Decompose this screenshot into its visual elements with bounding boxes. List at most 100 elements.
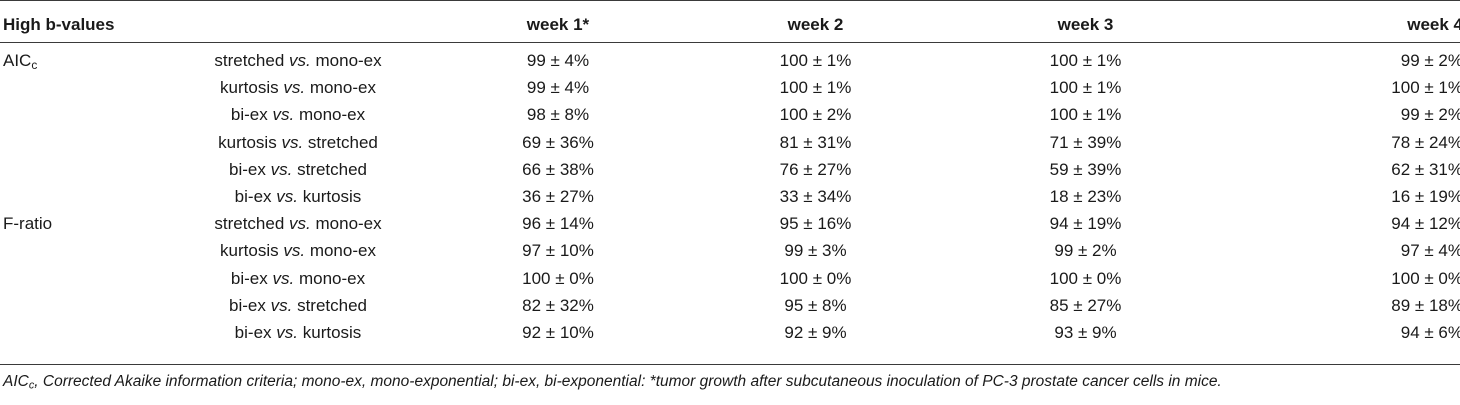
comparison-right: kurtosis: [302, 186, 362, 206]
footnote-text: , Corrected Akaike information criteria;…: [34, 373, 1222, 390]
comparison-vs: vs.: [270, 295, 293, 315]
week-2-value: 33 ± 34%: [779, 186, 852, 206]
comparison-left: stretched: [214, 214, 285, 234]
row-comparison: kurtosis vs. mono-ex: [163, 77, 433, 104]
week-4-value: 16 ± 19%: [1391, 186, 1460, 206]
comparison-right: stretched: [297, 295, 367, 315]
header-week-3: week 3: [1057, 15, 1114, 34]
week-4-value: 94 ± 6%: [1400, 322, 1460, 342]
table-row: bi-ex vs. stretched 66 ± 38% 76 ± 27% 59 ± …: [0, 159, 1460, 186]
row-group-label: [0, 295, 163, 322]
week-1-value: 69 ± 36%: [522, 132, 594, 152]
comparison-left: bi-ex: [234, 322, 272, 342]
table-row: bi-ex vs. mono-ex 100 ± 0% 100 ± 0% 100 ± 0…: [0, 268, 1460, 295]
table-bottom-rule: [0, 364, 1460, 365]
group-label-subscript: c: [31, 57, 38, 72]
comparison-right: mono-ex: [298, 268, 366, 288]
week-2-value: 100 ± 1%: [779, 78, 852, 98]
week-4-value: 62 ± 31%: [1391, 159, 1460, 179]
week-3-value: 59 ± 39%: [1049, 159, 1122, 179]
comparison-right: kurtosis: [302, 322, 362, 342]
table-row: bi-ex vs. mono-ex 98 ± 8% 100 ± 2% 100 ± 1%…: [0, 104, 1460, 131]
row-comparison: bi-ex vs. kurtosis: [163, 186, 433, 213]
header-week-4: week 4: [1407, 15, 1460, 34]
week-1-value: 96 ± 14%: [522, 214, 594, 234]
header-label: High b-values: [3, 15, 115, 34]
table-row: F-ratio stretched vs. mono-ex 96 ± 14% 95 ±…: [0, 213, 1460, 240]
table-row: kurtosis vs. mono-ex 97 ± 10% 99 ± 3% 99 ± …: [0, 240, 1460, 267]
results-table: High b-values week 1* week 2 week 3 week…: [0, 7, 1460, 349]
week-1-value: 99 ± 4%: [526, 78, 590, 98]
comparison-vs: vs.: [289, 51, 311, 70]
table-row: bi-ex vs. kurtosis 92 ± 10% 92 ± 9% 93 ± 9%…: [0, 322, 1460, 349]
comparison-left: kurtosis: [220, 241, 279, 261]
week-3-value: 100 ± 0%: [1049, 268, 1122, 288]
comparison-left: bi-ex: [230, 268, 268, 288]
comparison-left: bi-ex: [229, 159, 266, 179]
week-2-value: 92 ± 9%: [784, 322, 847, 342]
table-row: bi-ex vs. kurtosis 36 ± 27% 33 ± 34% 18 ± 2…: [0, 186, 1460, 213]
row-group-label: [0, 132, 163, 159]
week-1-value: 92 ± 10%: [522, 322, 594, 342]
comparison-right: mono-ex: [315, 51, 382, 70]
comparison-left: bi-ex: [230, 105, 268, 125]
comparison-left: kurtosis: [220, 78, 279, 98]
row-comparison: stretched vs. mono-ex: [163, 213, 433, 240]
week-3-value: 99 ± 2%: [1054, 241, 1117, 261]
footnote-abbr-subscript: c: [28, 379, 35, 392]
row-group-label: [0, 322, 163, 349]
week-3-value: 85 ± 27%: [1049, 295, 1122, 315]
comparison-left: stretched: [214, 51, 285, 70]
comparison-right: stretched: [307, 132, 378, 152]
week-2-value: 100 ± 0%: [779, 268, 852, 288]
week-1-value: 97 ± 10%: [522, 241, 594, 261]
comparison-vs: vs.: [283, 241, 306, 261]
header-week-2: week 2: [787, 15, 844, 34]
row-group-label: [0, 77, 163, 104]
row-group-label: [0, 268, 163, 295]
comparison-right: mono-ex: [298, 105, 366, 125]
week-4-value: 94 ± 12%: [1391, 214, 1460, 234]
week-2-value: 100 ± 1%: [779, 51, 852, 70]
comparison-vs: vs.: [276, 186, 298, 206]
comparison-vs: vs.: [272, 268, 295, 288]
table-row: bi-ex vs. stretched 82 ± 32% 95 ± 8% 85 ± 2…: [0, 295, 1460, 322]
comparison-vs: vs.: [281, 132, 304, 152]
week-2-value: 99 ± 3%: [784, 241, 847, 261]
row-comparison: bi-ex vs. mono-ex: [163, 268, 433, 295]
week-3-value: 71 ± 39%: [1049, 132, 1122, 152]
week-1-value: 36 ± 27%: [522, 186, 594, 206]
week-2-value: 100 ± 2%: [779, 105, 852, 125]
week-4-value: 78 ± 24%: [1391, 132, 1460, 152]
week-2-value: 76 ± 27%: [779, 159, 852, 179]
comparison-left: kurtosis: [218, 132, 277, 152]
week-4-value: 99 ± 2%: [1400, 105, 1460, 125]
week-1-value: 100 ± 0%: [522, 268, 594, 288]
table-footnote: AICc, Corrected Akaike information crite…: [3, 373, 1457, 392]
table-row: kurtosis vs. mono-ex 99 ± 4% 100 ± 1% 100 ±…: [0, 77, 1460, 104]
week-2-value: 81 ± 31%: [779, 132, 852, 152]
week-3-value: 100 ± 1%: [1049, 51, 1122, 70]
week-2-value: 95 ± 16%: [779, 214, 852, 234]
comparison-vs: vs.: [276, 322, 298, 342]
row-group-label: [0, 159, 163, 186]
table-top-rule: [0, 0, 1460, 1]
comparison-left: bi-ex: [229, 295, 266, 315]
comparison-vs: vs.: [270, 159, 293, 179]
week-3-value: 100 ± 1%: [1049, 105, 1122, 125]
row-comparison: kurtosis vs. stretched: [163, 132, 433, 159]
row-group-label: [0, 186, 163, 213]
week-2-value: 95 ± 8%: [784, 295, 847, 315]
week-1-value: 82 ± 32%: [522, 295, 594, 315]
week-3-value: 100 ± 1%: [1049, 78, 1122, 98]
row-comparison: bi-ex vs. stretched: [163, 295, 433, 322]
week-1-value: 66 ± 38%: [522, 159, 594, 179]
week-4-value: 100 ± 1%: [1391, 78, 1460, 98]
comparison-vs: vs.: [272, 105, 295, 125]
week-3-value: 94 ± 19%: [1049, 214, 1122, 234]
week-4-value: 100 ± 0%: [1391, 268, 1460, 288]
header-row: High b-values week 1* week 2 week 3 week…: [0, 7, 1460, 43]
comparison-left: bi-ex: [234, 186, 272, 206]
table-body: AICc stretched vs. mono-ex 99 ± 4% 100 ± 1%…: [0, 43, 1460, 349]
comparison-vs: vs.: [283, 78, 306, 98]
